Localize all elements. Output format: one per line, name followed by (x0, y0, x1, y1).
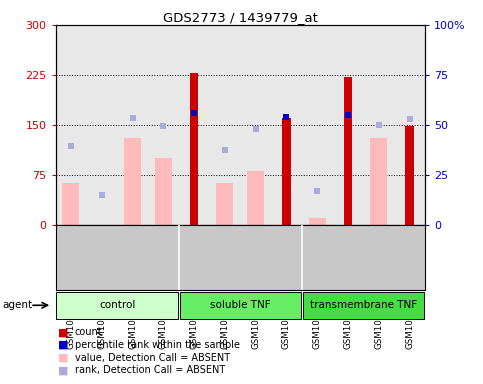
Text: percentile rank within the sample: percentile rank within the sample (75, 340, 240, 350)
Text: control: control (99, 300, 135, 310)
Text: soluble TNF: soluble TNF (210, 300, 270, 310)
Text: agent: agent (2, 300, 32, 310)
Text: count: count (75, 327, 102, 337)
Bar (309, 218, 326, 225)
Text: ■: ■ (58, 340, 69, 350)
Bar (282, 118, 291, 225)
FancyBboxPatch shape (303, 292, 424, 319)
Bar (124, 138, 141, 225)
Bar (190, 73, 199, 225)
Bar (370, 138, 387, 225)
Bar (62, 184, 79, 225)
FancyBboxPatch shape (180, 292, 301, 319)
Text: value, Detection Call = ABSENT: value, Detection Call = ABSENT (75, 353, 230, 362)
Bar (216, 184, 233, 225)
Text: ■: ■ (58, 365, 69, 375)
Bar (344, 77, 353, 225)
Text: rank, Detection Call = ABSENT: rank, Detection Call = ABSENT (75, 365, 225, 375)
Bar (405, 126, 414, 225)
Text: transmembrane TNF: transmembrane TNF (310, 300, 417, 310)
Text: ■: ■ (58, 327, 69, 337)
Title: GDS2773 / 1439779_at: GDS2773 / 1439779_at (163, 11, 318, 24)
Text: ■: ■ (58, 353, 69, 362)
FancyBboxPatch shape (57, 292, 178, 319)
Bar (247, 171, 264, 225)
Bar (155, 158, 172, 225)
